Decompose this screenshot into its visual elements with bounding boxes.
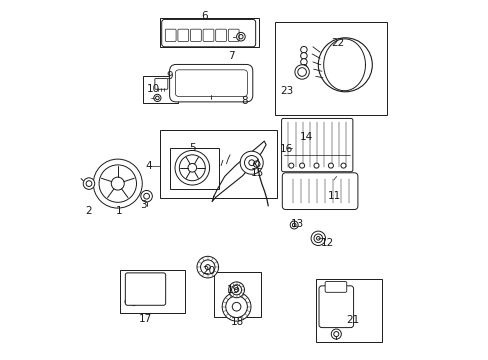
Circle shape	[310, 231, 325, 246]
Circle shape	[231, 285, 241, 295]
Text: 11: 11	[327, 191, 341, 201]
Circle shape	[300, 46, 306, 53]
Bar	[213, 272, 260, 317]
FancyBboxPatch shape	[169, 64, 252, 102]
Text: 18: 18	[230, 317, 244, 327]
Circle shape	[240, 151, 263, 174]
Circle shape	[134, 278, 159, 303]
Text: 20: 20	[202, 266, 215, 276]
Circle shape	[236, 32, 244, 41]
Circle shape	[200, 260, 215, 274]
Bar	[160, 18, 258, 47]
Circle shape	[131, 301, 136, 306]
Text: 5: 5	[188, 143, 195, 153]
Bar	[275, 22, 386, 115]
Circle shape	[244, 156, 258, 170]
Circle shape	[141, 190, 152, 202]
Circle shape	[300, 59, 306, 65]
Text: 2: 2	[85, 206, 92, 216]
Text: 10: 10	[147, 84, 160, 94]
Circle shape	[313, 234, 322, 243]
Bar	[160, 130, 276, 198]
Text: 13: 13	[290, 219, 304, 229]
Text: 23: 23	[280, 86, 293, 96]
Circle shape	[234, 288, 238, 292]
Text: 19: 19	[226, 285, 240, 295]
Text: 4: 4	[145, 161, 152, 171]
Circle shape	[299, 163, 304, 168]
FancyBboxPatch shape	[282, 173, 357, 210]
FancyBboxPatch shape	[281, 118, 352, 172]
Text: 8: 8	[241, 96, 247, 106]
Circle shape	[205, 265, 210, 270]
Circle shape	[93, 159, 142, 208]
Circle shape	[340, 163, 346, 168]
Text: 12: 12	[320, 238, 333, 248]
Circle shape	[153, 94, 161, 102]
FancyBboxPatch shape	[125, 273, 165, 305]
Circle shape	[143, 288, 149, 294]
Circle shape	[300, 53, 306, 59]
Circle shape	[139, 283, 154, 299]
Text: 17: 17	[139, 314, 152, 324]
Circle shape	[187, 163, 196, 172]
Circle shape	[111, 177, 124, 190]
Circle shape	[313, 163, 318, 168]
Circle shape	[318, 38, 371, 92]
Text: 6: 6	[201, 11, 207, 21]
Circle shape	[83, 178, 95, 189]
Circle shape	[316, 237, 320, 240]
Bar	[169, 148, 219, 189]
Text: 3: 3	[140, 200, 147, 210]
Text: 14: 14	[299, 132, 312, 142]
Circle shape	[289, 221, 298, 229]
Text: 16: 16	[280, 144, 293, 154]
Circle shape	[137, 299, 142, 304]
Text: 7: 7	[228, 51, 235, 61]
Circle shape	[333, 332, 338, 337]
Circle shape	[297, 68, 306, 76]
Text: 22: 22	[330, 38, 343, 48]
Bar	[120, 270, 185, 313]
Text: 15: 15	[251, 168, 264, 178]
Circle shape	[238, 35, 243, 39]
Circle shape	[86, 181, 92, 186]
Circle shape	[225, 296, 247, 318]
Circle shape	[222, 292, 250, 321]
Circle shape	[99, 165, 136, 202]
Circle shape	[248, 160, 254, 166]
Circle shape	[228, 282, 244, 298]
Circle shape	[292, 223, 295, 227]
Circle shape	[143, 193, 149, 199]
Circle shape	[155, 96, 159, 100]
Circle shape	[300, 64, 306, 71]
Circle shape	[232, 302, 241, 311]
Circle shape	[179, 155, 205, 181]
FancyBboxPatch shape	[318, 286, 353, 328]
Circle shape	[294, 65, 309, 79]
Circle shape	[197, 256, 218, 278]
Text: 9: 9	[166, 71, 173, 81]
Circle shape	[330, 329, 341, 339]
Circle shape	[125, 299, 130, 304]
Bar	[142, 76, 178, 103]
Text: 1: 1	[116, 206, 122, 216]
Circle shape	[328, 163, 333, 168]
FancyBboxPatch shape	[325, 282, 346, 292]
Text: 21: 21	[345, 315, 358, 325]
Circle shape	[288, 163, 293, 168]
Circle shape	[175, 150, 209, 185]
Bar	[316, 279, 381, 342]
